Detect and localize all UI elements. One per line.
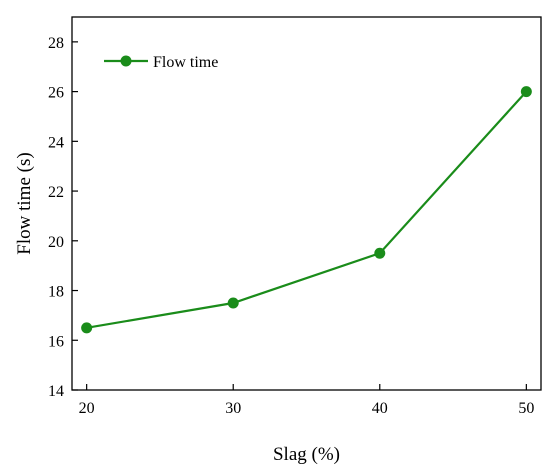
x-axis-title: Slag (%) [273,444,340,465]
y-tick-label: 16 [48,333,64,350]
y-tick-label: 22 [48,184,64,201]
y-tick-label: 28 [48,35,64,52]
y-tick-label: 18 [48,284,64,301]
series-line-flow-time [86,90,528,329]
data-point [227,297,239,309]
data-point [374,247,386,259]
y-tick-label: 20 [48,234,64,251]
plot-frame [71,16,542,391]
x-tick-label: 50 [518,400,534,417]
plot-area: 20 30 40 50 14 16 18 20 22 24 26 28 [48,16,542,417]
data-point [81,322,93,334]
data-point [520,86,532,98]
y-axis-title: Flow time (s) [14,152,35,254]
y-tick-label: 26 [48,85,64,102]
x-tick-label: 40 [372,400,388,417]
legend: Flow time [104,54,218,71]
x-tick-label: 30 [225,400,241,417]
y-tick-label: 14 [48,383,64,400]
legend-point-marker [120,55,132,67]
x-tick-label: 20 [79,400,95,417]
legend-entry-flow-time: Flow time [153,54,218,71]
y-tick-label: 24 [48,134,64,151]
